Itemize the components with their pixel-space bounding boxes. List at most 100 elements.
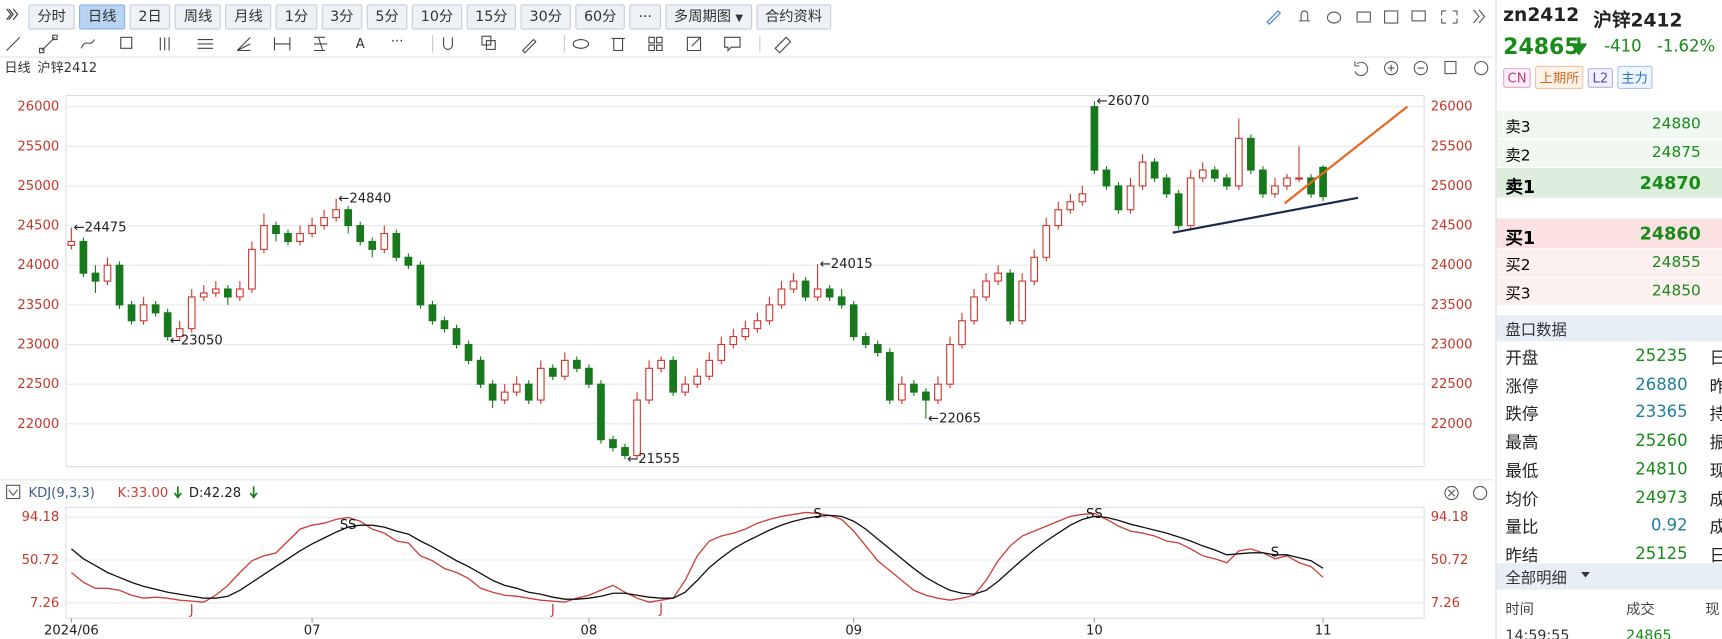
info-button[interactable]: 合约资料 — [756, 4, 831, 30]
caret[interactable]: ▼ — [735, 13, 744, 25]
y-tick-label: 50.72 — [22, 553, 60, 568]
tool-magnet[interactable] — [443, 37, 453, 50]
tool-fan[interactable] — [236, 36, 251, 52]
tool-text[interactable]: A — [356, 37, 365, 52]
button-text[interactable]: 多周期图 — [673, 8, 732, 26]
tool-measure[interactable] — [273, 37, 291, 51]
order-price: 24875 — [1651, 143, 1701, 162]
order-price: 24870 — [1639, 172, 1701, 194]
tool-eye[interactable] — [572, 38, 590, 49]
icon-zoom-out[interactable] — [1413, 60, 1428, 76]
caret — [1581, 572, 1590, 578]
dropdown-caret[interactable] — [1580, 571, 1591, 580]
stat-cut: 日 — [1710, 346, 1722, 369]
y-tick-label-right: 23500 — [1431, 298, 1473, 313]
y-tick-label-right: 22500 — [1431, 377, 1473, 392]
candle-down — [873, 343, 882, 354]
candle-down — [849, 304, 858, 338]
candle-down — [476, 359, 485, 385]
icon-zoom-in[interactable] — [1387, 64, 1395, 72]
candle-down — [1247, 137, 1255, 171]
tool-more[interactable]: ··· — [391, 35, 404, 50]
icon-reset[interactable] — [1354, 61, 1369, 77]
quote-code: zn2412 — [1503, 4, 1580, 27]
tool-note[interactable] — [724, 36, 741, 52]
tool-ruler[interactable] — [774, 36, 792, 54]
tool-line[interactable] — [6, 36, 21, 51]
icon-bell[interactable] — [1298, 10, 1310, 22]
candle-up — [765, 304, 774, 322]
tool-pitchfork[interactable] — [314, 36, 328, 52]
period-button[interactable]: 10分 — [411, 4, 462, 30]
order-label: 买2 — [1505, 256, 1531, 275]
indicator-menu[interactable] — [8, 489, 18, 497]
icon-camera[interactable] — [1356, 11, 1371, 23]
candle-down — [272, 225, 280, 235]
candle-down — [910, 383, 918, 393]
period-button[interactable]: 月线 — [225, 4, 272, 30]
candle-up — [729, 336, 738, 346]
icon-settings[interactable] — [1472, 485, 1488, 501]
expand-icon[interactable] — [8, 8, 14, 21]
down-arrow — [1571, 37, 1587, 56]
icon-copy[interactable] — [1444, 60, 1457, 75]
tool-export[interactable] — [686, 36, 702, 52]
tool-layout[interactable] — [648, 36, 663, 52]
expand-icon[interactable] — [12, 8, 19, 21]
icon-screen[interactable] — [1411, 10, 1426, 22]
period-button[interactable]: 3分 — [321, 4, 363, 30]
candle-up — [633, 399, 641, 457]
candle-down — [585, 367, 593, 385]
candle-up — [512, 383, 521, 393]
column-header: 现 — [1705, 601, 1720, 619]
candle-down — [524, 383, 533, 401]
indicator-menu[interactable] — [6, 484, 21, 500]
period-button[interactable]: 2日 — [129, 4, 171, 30]
candle-up — [994, 272, 1002, 282]
signal: J — [189, 603, 194, 618]
tool-lines[interactable] — [197, 38, 214, 49]
icon-fullscreen[interactable] — [1441, 10, 1458, 24]
icon-cloud[interactable] — [1326, 11, 1342, 24]
candle-down — [368, 240, 377, 250]
price-annotation: ←23050 — [170, 334, 223, 349]
stat-cut: 现 — [1710, 459, 1722, 482]
icon-close[interactable] — [1447, 489, 1456, 497]
trend-line — [1172, 196, 1359, 234]
tool-rect[interactable] — [120, 36, 133, 49]
section-title[interactable]: 全部明细 — [1505, 569, 1567, 588]
icon-window[interactable] — [1384, 10, 1399, 24]
tool-segment[interactable] — [38, 34, 58, 54]
period-button[interactable]: 日线 — [79, 4, 126, 30]
tool-fib[interactable] — [159, 37, 170, 51]
more-button[interactable]: ··· — [629, 4, 661, 30]
order-row: 买1 24860 — [1496, 218, 1722, 249]
quote-change: -410 — [1604, 36, 1642, 56]
multi-period-button[interactable]: 多周期图 ▼ — [665, 4, 752, 30]
candle-down — [825, 288, 834, 298]
tool-pen[interactable] — [521, 38, 537, 54]
kdj-title: KDJ(9,3,3) — [29, 486, 95, 501]
icon-zoom-in[interactable] — [1384, 60, 1399, 76]
tool-group[interactable] — [485, 40, 496, 50]
period-button[interactable]: 周线 — [174, 4, 222, 30]
candle-down — [861, 336, 870, 346]
icon-settings[interactable] — [1474, 60, 1489, 76]
section-header[interactable] — [1496, 563, 1722, 590]
period-button[interactable]: 15分 — [466, 4, 517, 30]
candle-down — [621, 447, 629, 457]
icon-edit[interactable] — [1266, 10, 1282, 25]
tool-delete[interactable] — [611, 37, 625, 52]
period-button[interactable]: 5分 — [366, 4, 408, 30]
tool-curve[interactable] — [80, 39, 95, 49]
period-button[interactable]: 分时 — [28, 4, 75, 30]
expand-icon[interactable] — [6, 8, 12, 21]
period-button[interactable]: 60分 — [575, 4, 626, 30]
quote-tags: CN 上期所 L2 主力 — [1503, 65, 1656, 89]
icon-collapse[interactable] — [1473, 9, 1486, 24]
icon-close[interactable] — [1444, 485, 1459, 501]
period-button[interactable]: 30分 — [520, 4, 571, 30]
period-button[interactable]: 1分 — [275, 4, 317, 30]
x-tick-label: 10 — [1086, 623, 1103, 638]
stat-row: 涨停 26880 昨 — [1497, 371, 1722, 398]
